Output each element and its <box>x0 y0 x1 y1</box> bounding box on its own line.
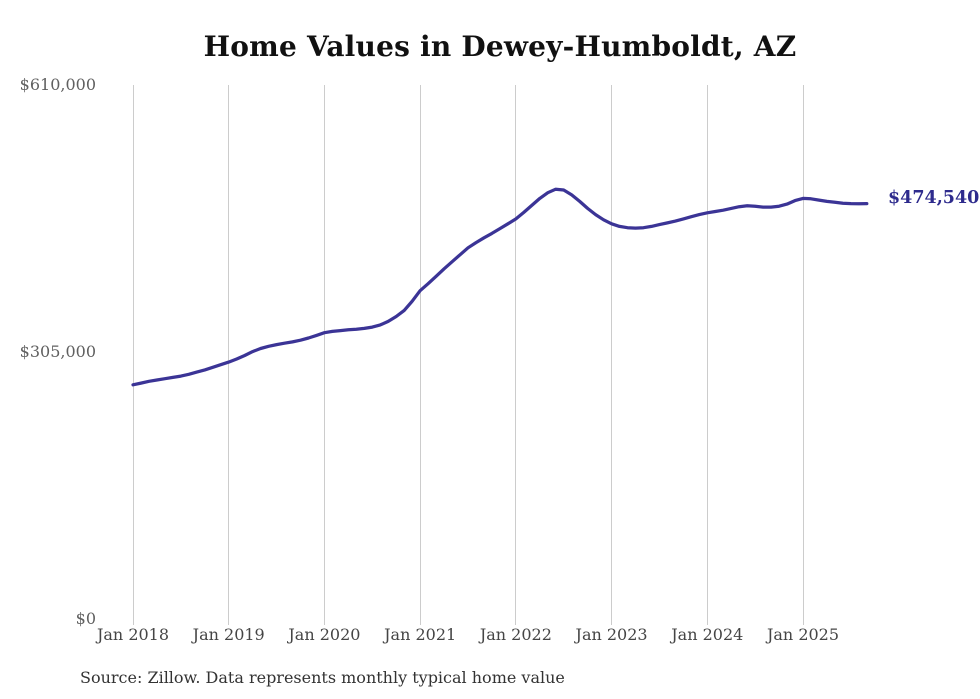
x-tick-label: Jan 2020 <box>288 625 361 644</box>
x-tick-label: Jan 2019 <box>192 625 265 644</box>
y-tick-label: $0 <box>75 609 96 628</box>
year-gridline <box>132 85 134 625</box>
year-gridline <box>706 85 708 625</box>
home-value-line <box>131 187 869 387</box>
year-gridline <box>228 85 230 625</box>
source-note: Source: Zillow. Data represents monthly … <box>80 668 565 687</box>
year-gridline <box>802 85 804 625</box>
y-tick-label: $610,000 <box>19 75 96 94</box>
x-tick-label: Jan 2018 <box>96 625 170 644</box>
x-tick-label: Jan 2025 <box>766 625 840 644</box>
year-gridline <box>611 85 613 625</box>
latest-value-label: $474,540 <box>888 188 980 208</box>
x-tick-label: Jan 2023 <box>575 625 648 644</box>
year-gridline <box>515 85 517 625</box>
year-gridline <box>323 85 325 625</box>
x-tick-label: Jan 2024 <box>671 625 744 644</box>
x-tick-label: Jan 2021 <box>384 625 457 644</box>
year-gridline <box>419 85 421 625</box>
chart-title: Home Values in Dewey-Humboldt, AZ <box>203 30 797 63</box>
y-tick-label: $305,000 <box>19 342 96 361</box>
x-tick-label: Jan 2022 <box>479 625 552 644</box>
